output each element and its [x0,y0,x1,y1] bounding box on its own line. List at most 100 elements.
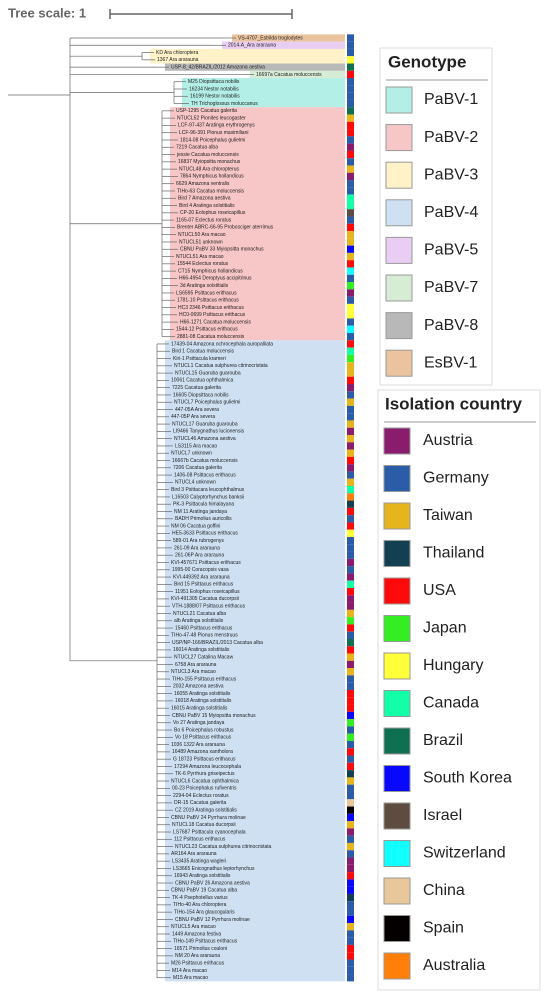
legend-swatch [383,802,411,830]
leaf-label: 1781-10 Psittacus erithacus [177,298,239,304]
country-cell [347,187,354,195]
legend-label: China [423,882,465,899]
leaf-label: NTUCL51 unknown [179,239,223,245]
leaf-label: 7219 Cacatua alba [176,145,218,151]
country-cell [347,107,354,115]
leaf-label: CBNU PaBV 33 Myiopsitta monachus [180,247,264,253]
country-cell [347,653,354,661]
country-cell [347,449,354,457]
country-cell [347,566,354,574]
country-cell [347,238,354,246]
legend-swatch [383,952,411,980]
country-cell [347,602,354,610]
legend-label: Austria [423,432,473,449]
leaf-label: 261-06P Ara ararauna [175,553,224,559]
legend-swatch [383,915,411,942]
leaf-label: Vo 18 Psittacus erithacus [175,735,232,741]
country-cell [347,740,354,749]
country-cell [347,384,354,392]
leaf-label: NTUCL18 Cacatua ducorpsii [172,822,236,828]
leaf-label: 1995-00 Coracopsis vasa [172,567,229,573]
leaf-label: 447-05A Ara severa [175,407,219,413]
legend-swatch [383,690,411,717]
legend-label: PaBV-3 [424,166,478,183]
tree: VS-4707_Estrilda troglodytes 2014-A_Ara a… [8,34,354,982]
country-cell [347,638,354,647]
legend-label: PaBV-5 [424,242,478,259]
leaf-label: LS3435 Aratinga wagleri [172,858,226,864]
country-cell [347,456,354,465]
country-cell [347,937,354,945]
country-cell [347,260,354,268]
country-cell [347,56,354,64]
leaf-label: LI9466 Tanygnathus lucionensis [173,429,245,435]
leaf-label: 15460 Psittacus erithacus [175,625,233,631]
country-cell [347,194,354,202]
legend-swatch [383,652,411,680]
country-cell [347,952,354,960]
leaf-label: 16943 Aratinga solstitialis [174,873,231,879]
country-cell [347,165,354,173]
country-cell [347,915,354,924]
legend-swatch [383,727,411,755]
leaf-label: Brenter ABRC-66-95 Probosciger aterrimus [177,225,274,231]
leaf-label: 2881-08 Cacatua moluccensis [177,334,245,340]
leaf-label: NTUCL46 Amazona aestiva [174,436,236,442]
country-cell [347,398,354,406]
country-cell [347,34,354,42]
legend-label: South Korea [423,770,512,787]
leaf-label: TIHo-149 Psittacus erithacus [173,939,238,945]
country-cell [347,835,354,843]
legend-label: Hungary [423,657,483,674]
country-cell [347,544,354,552]
leaf-label: 10061 Cacatua ophthalmica [171,378,233,384]
country-cell [347,369,354,377]
leaf-label: 7206 Cacatua galerita [173,465,222,471]
leaf-label: NTUCL17 Guaruba guarouba [172,421,238,427]
country-cell [347,879,354,887]
country-cell [347,289,354,297]
country-cell [347,857,354,865]
legend-label: PaBV-7 [424,279,478,296]
legend-label: Switzerland [423,845,506,862]
country-cell [347,668,354,676]
leaf-label: 1544-12 Psittacus erithacus [176,327,238,333]
legend-swatch [385,161,413,189]
leaf-label: jessie Cacatua moluccensis [176,152,239,158]
leaf-label: 16489 Amazona xantholora [172,749,233,755]
country-cell [347,777,354,785]
leaf-label: TIHo-40 Ara chloroptera [173,902,227,908]
leaf-label: 16571 Primolius couloni [174,946,227,952]
legend-swatch [383,427,411,455]
country-cell [347,333,354,341]
country-cell [347,500,354,508]
country-cell [347,362,354,370]
legend-label: Australia [423,957,485,974]
leaf-label: NM 06 Cacatua goffini [171,523,220,529]
country-cell [347,704,354,712]
leaf-label: TK-4 Psephotellus varius [172,895,228,901]
country-cell [347,689,354,698]
country-cell [347,617,354,625]
leaf-label: VS-4707_Estrilda troglodytes [238,35,303,41]
leaf-label: KVI-457671 Psittacus erithacus [171,560,241,566]
leaf-label: Vo 27 Aratinga jandaya [173,720,225,726]
leaf-label: 1165-07 Eclectus roratus [176,217,232,223]
legend-swatch [385,86,413,114]
leaf-label: NTUCL48 Ara chloropterus [179,166,240,172]
country-cell [347,158,354,166]
country-cell [347,478,354,487]
leaf-label: LCF-97-437 Aratinga erythrogenys [178,123,255,129]
country-cell [347,726,354,734]
leaf-label: CBNU PaBV 26 Amazona aestiva [175,880,250,886]
country-cell [347,974,354,982]
leaf-label: 16234 Nestor notabilis [189,86,239,92]
legend-label: Brazil [423,732,463,749]
country-cell [347,551,354,559]
leaf-label: KVI-491305 Cacatua ducorpsii [171,596,239,602]
country-cell [347,529,354,537]
country-cell [347,872,354,880]
leaf-label: LS6595 Psittacus erithacus [176,290,237,296]
leaf-label: CBNU PaBV 12 Pyrrhura molinae [175,917,250,923]
